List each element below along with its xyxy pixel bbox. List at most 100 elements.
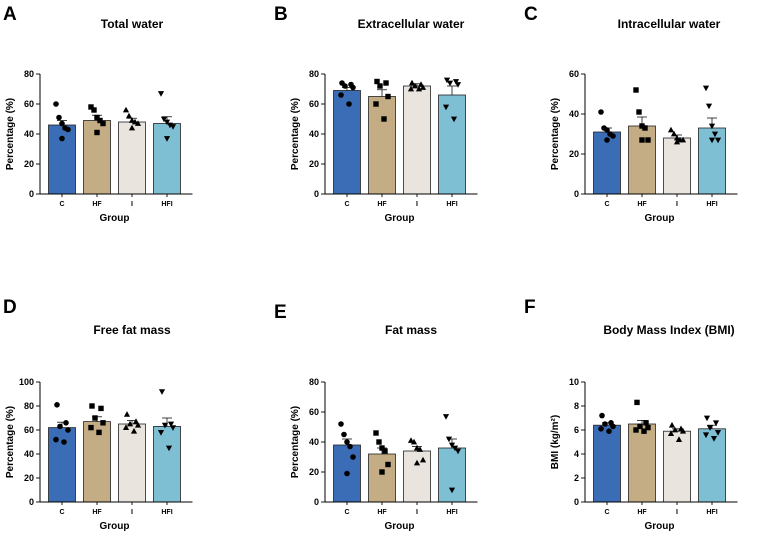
data-point-i	[125, 112, 133, 119]
data-point-hfi	[451, 445, 459, 452]
data-point-hf	[381, 116, 387, 122]
data-point-i	[407, 85, 415, 92]
x-tick-label: HFI	[706, 201, 717, 208]
y-tick-label: 100	[19, 377, 34, 387]
x-tick-label: HF	[377, 509, 387, 516]
data-point-i	[667, 430, 675, 436]
y-tick-label: 60	[569, 69, 579, 79]
bar-c	[333, 90, 361, 195]
data-point-c	[350, 84, 356, 91]
data-point-c	[65, 126, 71, 133]
data-point-i	[667, 126, 675, 133]
y-axis-title: Percentage (%)	[5, 98, 16, 170]
x-tick-label: C	[59, 201, 64, 208]
y-tick-label: 0	[29, 189, 34, 199]
bar-hf	[628, 125, 656, 195]
chart-title: Total water	[101, 17, 164, 31]
data-point-c	[338, 92, 344, 98]
data-point-hf	[377, 83, 383, 89]
x-tick-label: I	[676, 201, 678, 208]
y-tick-label: 20	[309, 467, 319, 477]
data-point-hfi	[161, 422, 169, 429]
data-point-i	[134, 421, 142, 428]
data-point-hfi	[702, 432, 710, 439]
y-tick-label: 60	[24, 99, 34, 109]
data-point-hfi	[454, 82, 462, 88]
data-point-hfi	[445, 436, 453, 443]
y-tick-label: 2	[574, 473, 579, 483]
data-point-hf	[373, 430, 379, 436]
data-point-hf	[639, 137, 645, 143]
y-tick-label: 20	[24, 473, 34, 483]
data-point-hfi	[454, 448, 462, 455]
data-point-hf	[379, 445, 385, 451]
bar-i	[118, 423, 146, 503]
bar-hf	[368, 96, 396, 195]
data-point-hfi	[703, 415, 711, 422]
data-point-c	[610, 423, 616, 430]
chart-title: Fat mass	[385, 323, 437, 337]
data-point-hfi	[165, 445, 173, 452]
x-tick-label: HF	[637, 201, 647, 208]
data-point-hf	[373, 101, 379, 107]
data-point-hf	[634, 399, 640, 406]
data-point-hf	[633, 87, 639, 93]
data-point-hfi	[167, 421, 175, 428]
data-point-hfi	[166, 122, 174, 129]
data-point-c	[598, 109, 604, 115]
data-point-c	[344, 470, 350, 477]
y-tick-label: 10	[569, 377, 579, 387]
bar-i	[403, 85, 431, 195]
data-point-c	[63, 420, 69, 426]
data-point-i	[128, 124, 136, 131]
data-point-i	[413, 459, 421, 466]
bar-i	[663, 430, 691, 503]
y-tick-label: 60	[309, 99, 319, 109]
y-axis-title: Percentage (%)	[5, 406, 16, 478]
data-point-hfi	[158, 389, 166, 395]
data-point-hfi	[705, 103, 713, 110]
x-tick-label: HF	[92, 509, 102, 516]
bar-hfi	[698, 428, 726, 503]
data-point-hfi	[446, 80, 454, 87]
data-point-hf	[92, 415, 98, 421]
panel-letter: D	[3, 297, 17, 318]
data-point-hfi	[450, 116, 458, 123]
y-tick-label: 80	[24, 69, 34, 79]
x-axis-title: Group	[100, 521, 130, 532]
data-point-c	[53, 436, 59, 443]
x-tick-label: HFI	[161, 201, 172, 208]
data-point-hfi	[448, 442, 456, 449]
bar-i	[118, 121, 146, 195]
data-point-hf	[643, 420, 649, 426]
y-tick-label: 6	[574, 425, 579, 435]
data-point-c	[602, 421, 608, 427]
data-point-hfi	[711, 131, 719, 138]
data-point-c	[59, 120, 65, 127]
data-point-hf	[96, 429, 102, 436]
bar-hf	[368, 453, 396, 503]
data-point-c	[59, 135, 65, 142]
bar-hfi	[153, 123, 181, 195]
data-point-hfi	[169, 124, 177, 130]
data-point-i	[410, 438, 418, 445]
data-point-hf	[385, 461, 391, 468]
y-tick-label: 40	[24, 129, 34, 139]
data-point-i	[415, 85, 423, 92]
bar-hfi	[153, 425, 181, 503]
data-point-c	[53, 101, 59, 107]
x-tick-label: C	[59, 509, 64, 516]
data-point-hf	[100, 120, 106, 127]
y-tick-label: 0	[314, 497, 319, 507]
data-point-hf	[376, 439, 382, 445]
x-tick-label: HF	[377, 201, 387, 208]
y-axis-title: Percentage (%)	[290, 406, 301, 478]
data-point-c	[604, 137, 610, 143]
panel-letter: C	[524, 4, 538, 25]
y-axis-title: Percentage (%)	[290, 98, 301, 170]
